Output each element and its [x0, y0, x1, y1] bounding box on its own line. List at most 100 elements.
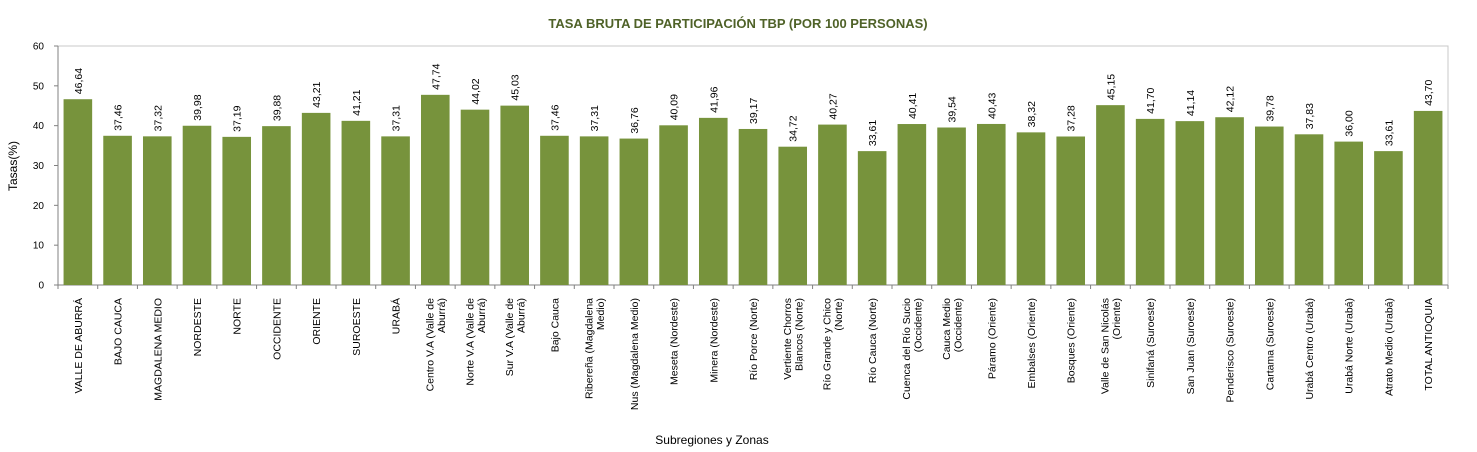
data-label: 37,83: [1304, 103, 1316, 129]
bar: [1294, 134, 1324, 285]
data-label: 33,61: [867, 120, 879, 146]
category-label-line: Río Porce (Norte): [748, 298, 760, 380]
category-labels: VALLE DE ABURRÁ BAJO CAUCA MAGDALENA MEDIO…: [72, 298, 1435, 410]
y-tick-label: 0: [38, 281, 44, 292]
category-label-line: Río Cauca (Norte): [867, 298, 879, 383]
data-label: 41,14: [1185, 90, 1197, 116]
y-tick-label: 60: [33, 42, 45, 53]
category-label-line: Vertiente Chorros: [782, 298, 794, 380]
bar: [301, 112, 331, 286]
category-label-line: Nus (Magdalena Medio): [629, 298, 641, 410]
category-label-line: TOTAL ANTIOQUIA: [1423, 298, 1435, 391]
category-label-line: NORDESTE: [192, 298, 204, 356]
data-label: 42,12: [1225, 86, 1237, 112]
data-label: 45,03: [510, 74, 522, 100]
data-label: 41,96: [708, 86, 720, 112]
category-label-line: Embalses (Oriente): [1026, 298, 1038, 388]
data-label: 43,70: [1423, 79, 1435, 105]
category-label: Vertiente Chorros Blancos (Norte): [782, 298, 806, 380]
category-label-line: Valle de San Nicolás: [1100, 298, 1112, 394]
bar: [659, 125, 688, 285]
category-label-line: Bajo Cauca: [549, 298, 561, 352]
category-label-line: NORTE: [232, 298, 244, 335]
data-label: 34,72: [788, 115, 800, 141]
category-label: Bajo Cauca: [549, 298, 561, 352]
data-label: 33,61: [1383, 120, 1395, 146]
category-label: ORIENTE: [311, 298, 323, 345]
data-labels: 46,64 37,46 37,32 39,98 37,19 39,88 43,21 41,21…: [73, 63, 1435, 146]
bar: [897, 124, 927, 285]
category-label-line: Cauca Medio: [941, 298, 953, 360]
category-label: Penderisco (Suroeste): [1225, 298, 1237, 402]
y-tick-label: 20: [33, 201, 45, 212]
bar: [976, 123, 1006, 286]
category-label-line: URABÁ: [390, 298, 403, 334]
category-label: Sinifaná (Suroeste): [1145, 298, 1157, 388]
data-label: 37,46: [549, 104, 561, 130]
category-label-line: Meseta (Nordeste): [669, 298, 681, 385]
bar: [381, 136, 410, 285]
data-label: 39,54: [947, 96, 959, 122]
category-label: Atrato Medio (Urabá): [1383, 298, 1395, 396]
category-label: Urabá Centro (Urabá): [1304, 298, 1316, 400]
y-tick-label: 40: [33, 121, 45, 132]
category-label-line: Urabá Norte (Urabá): [1344, 298, 1356, 394]
bars: [63, 94, 1443, 286]
bar: [1056, 136, 1086, 285]
category-label: Páramo (Oriente): [986, 298, 998, 379]
category-label: NORTE: [232, 298, 244, 335]
category-label-line: Blancos (Norte): [793, 298, 805, 371]
category-label-line: Cartama (Suroeste): [1264, 298, 1276, 390]
chart-title: TASA BRUTA DE PARTICIPACIÓN TBP (POR 100…: [548, 16, 927, 31]
category-label: MAGDALENA MEDIO: [152, 298, 164, 401]
category-label: San Juan (Suroeste): [1185, 298, 1197, 394]
bar: [182, 125, 212, 285]
category-label-line: (Occidente): [913, 298, 925, 352]
category-label: Cauca Medio (Occidente): [941, 298, 965, 360]
category-label-line: Ribereña (Magdalena: [583, 298, 595, 399]
bar: [1016, 132, 1046, 285]
bar: [142, 136, 172, 285]
data-label: 37,46: [113, 104, 125, 130]
y-tick-label: 30: [33, 161, 45, 172]
data-label: 39,98: [192, 94, 204, 120]
category-label-line: (Norte): [833, 298, 845, 331]
category-label-line: Páramo (Oriente): [986, 298, 998, 379]
category-label-line: Bosques (Oriente): [1066, 298, 1078, 383]
category-label-line: Sinifaná (Suroeste): [1145, 298, 1157, 388]
bar: [341, 120, 371, 285]
data-label: 45,15: [1105, 74, 1117, 100]
bar: [540, 135, 569, 285]
bar: [222, 136, 252, 285]
category-label-line: (Occidente): [952, 298, 964, 352]
data-label: 37,19: [232, 105, 244, 131]
bar: [1215, 117, 1244, 285]
y-tick-label: 10: [33, 241, 45, 252]
data-label: 40,27: [827, 93, 839, 119]
bar: [619, 138, 649, 285]
data-label: 37,28: [1066, 105, 1078, 131]
category-label-line: Aburrá): [436, 298, 448, 333]
category-label: Nus (Magdalena Medio): [629, 298, 641, 410]
category-label: Meseta (Nordeste): [669, 298, 681, 385]
category-label: Embalses (Oriente): [1026, 298, 1038, 388]
bar: [103, 135, 132, 285]
data-label: 40,41: [907, 93, 919, 119]
data-label: 39,78: [1264, 95, 1276, 121]
bar: [857, 151, 887, 285]
category-label-line: Minera (Nordeste): [708, 298, 720, 383]
bar: [1254, 126, 1284, 285]
data-label: 38,32: [1026, 101, 1038, 127]
data-label: 43,21: [311, 81, 323, 107]
data-label: 40,09: [669, 94, 681, 120]
category-label-line: Aburrá): [476, 298, 488, 333]
category-label: SUROESTE: [351, 298, 363, 356]
category-label: Río Porce (Norte): [748, 298, 760, 380]
bar: [1334, 141, 1364, 285]
category-label: Río Grande y Chico (Norte): [822, 298, 846, 390]
category-label: VALLE DE ABURRÁ: [72, 298, 85, 394]
bar: [579, 136, 609, 285]
y-tick-label: 50: [33, 81, 45, 92]
category-label: NORDESTE: [192, 298, 204, 356]
